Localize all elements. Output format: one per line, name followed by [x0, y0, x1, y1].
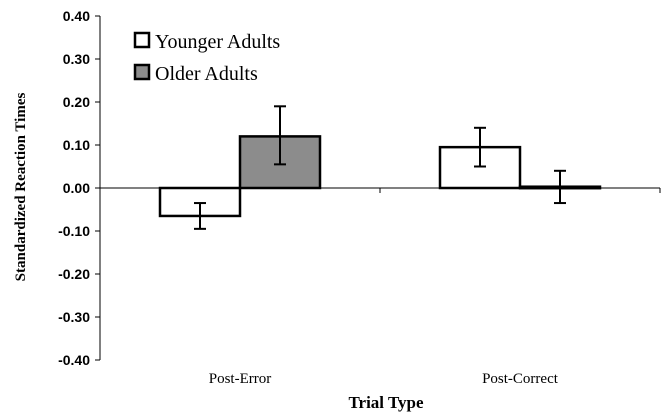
- x-category-label: Post-Correct: [482, 371, 559, 387]
- x-category-label: Post-Error: [209, 371, 272, 387]
- y-tick-label: 0.20: [63, 94, 90, 110]
- legend-label-younger-adults: Younger Adults: [155, 31, 280, 53]
- legend-label-older-adults: Older Adults: [155, 63, 258, 85]
- axes: [99, 16, 661, 360]
- legend-swatch-older-adults: [133, 63, 151, 81]
- y-tick-label: -0.40: [58, 352, 90, 368]
- y-tick-label: -0.20: [58, 266, 90, 282]
- y-tick-label: 0.10: [63, 137, 90, 153]
- y-tick-label: 0.00: [63, 180, 90, 196]
- bars: [158, 135, 602, 218]
- y-axis-ticks: 0.40 0.30 0.20 0.10 0.00 -0.10 -0.20 -0.30 -0.40: [58, 8, 100, 368]
- legend: Younger Adults Older Adults: [133, 31, 280, 85]
- x-axis-title: Trial Type: [348, 393, 424, 412]
- x-axis-category-labels: Post-Error Post-Correct: [209, 371, 559, 387]
- y-tick-label: -0.10: [58, 223, 90, 239]
- y-tick-label: 0.40: [63, 8, 90, 24]
- legend-swatch-younger-adults: [133, 31, 151, 49]
- y-axis-title: Standardized Reaction Times: [13, 93, 29, 282]
- y-tick-label: 0.30: [63, 51, 90, 67]
- error-bars: [194, 105, 566, 230]
- y-tick-label: -0.30: [58, 309, 90, 325]
